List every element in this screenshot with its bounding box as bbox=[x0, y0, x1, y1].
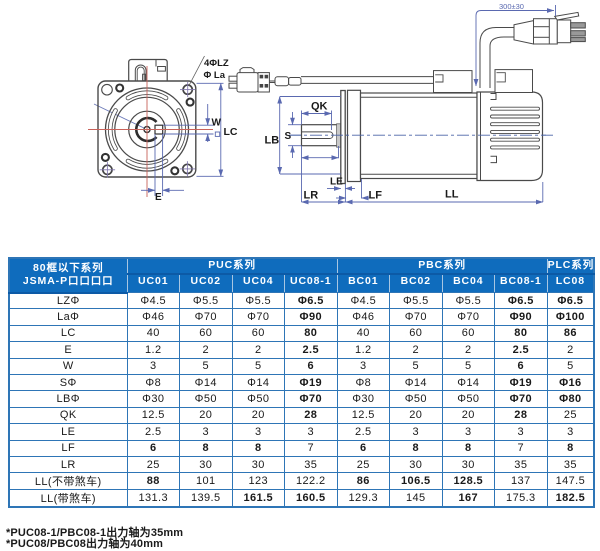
svg-text:S: S bbox=[285, 131, 292, 142]
svg-text:LC: LC bbox=[224, 126, 238, 138]
svg-text:LL: LL bbox=[445, 189, 459, 201]
svg-text:W: W bbox=[212, 118, 222, 129]
svg-text:300±30: 300±30 bbox=[499, 2, 524, 11]
svg-text:LF: LF bbox=[369, 190, 383, 202]
svg-text:QK: QK bbox=[311, 101, 328, 113]
svg-text:LB: LB bbox=[265, 135, 280, 147]
svg-text:E: E bbox=[155, 192, 162, 203]
svg-text:LR: LR bbox=[304, 190, 319, 202]
svg-text:LE: LE bbox=[330, 177, 343, 188]
svg-text:4ΦLZ: 4ΦLZ bbox=[204, 58, 229, 69]
svg-text:Φ La: Φ La bbox=[204, 70, 226, 81]
